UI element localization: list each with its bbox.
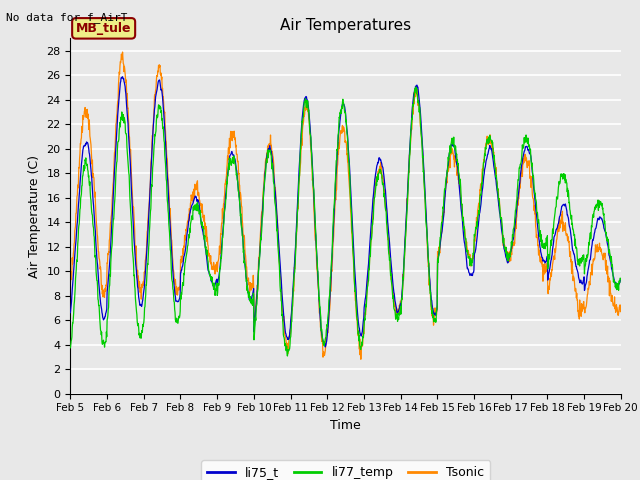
X-axis label: Time: Time <box>330 419 361 432</box>
Y-axis label: Air Temperature (C): Air Temperature (C) <box>28 155 41 277</box>
Text: MB_tule: MB_tule <box>76 22 131 35</box>
Title: Air Temperatures: Air Temperatures <box>280 18 411 33</box>
Text: No data for f_AirT: No data for f_AirT <box>6 12 128 23</box>
Legend: li75_t, li77_temp, Tsonic: li75_t, li77_temp, Tsonic <box>201 460 490 480</box>
